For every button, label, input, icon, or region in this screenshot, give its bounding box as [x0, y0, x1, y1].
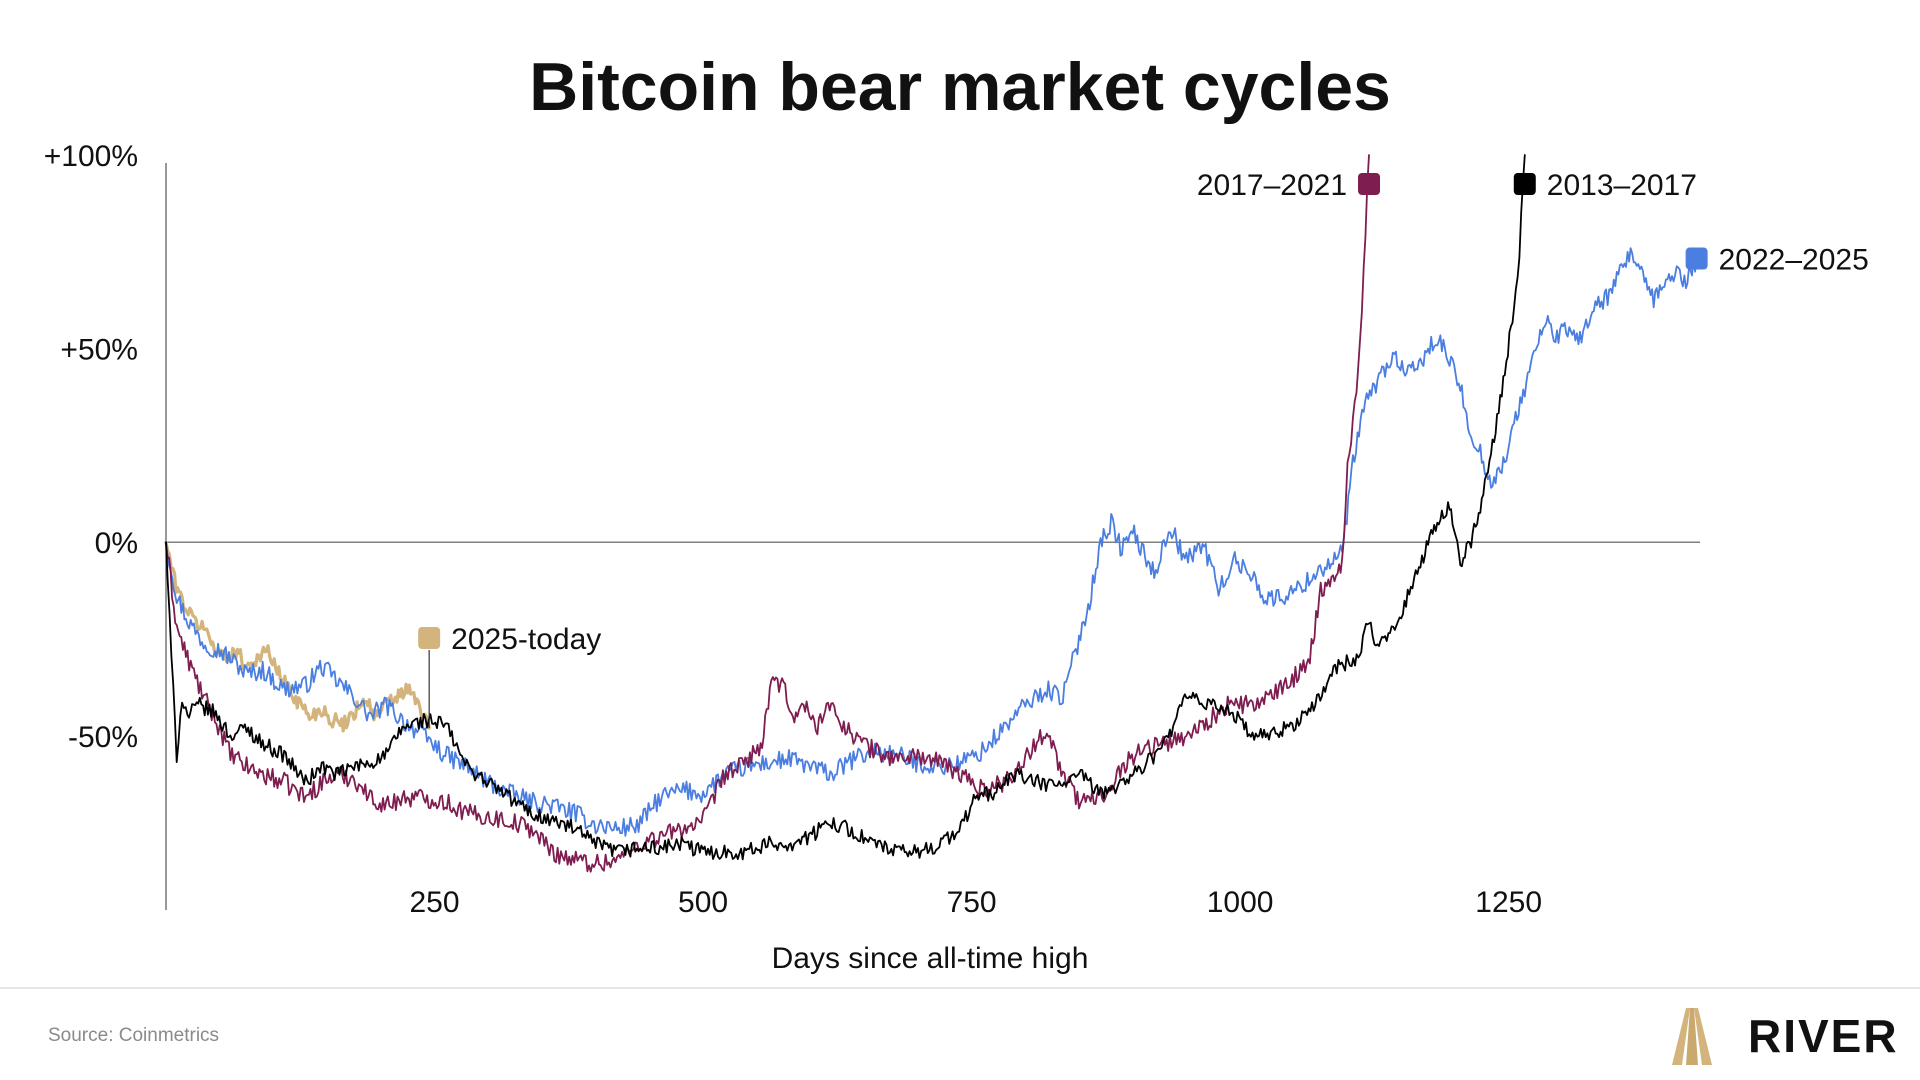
chart-title: Bitcoin bear market cycles	[529, 49, 1391, 125]
x-tick-label: 1250	[1475, 886, 1542, 919]
y-tick-label: +100%	[44, 140, 138, 173]
legend-swatch	[1513, 173, 1536, 195]
legend-entry-2017-2021: 2017–2021	[1197, 169, 1381, 202]
y-tick-label: -50%	[68, 721, 138, 754]
legend-swatch	[1685, 247, 1708, 270]
x-tick-label: 500	[678, 886, 728, 919]
x-tick-labels: 250 500 750 1000 1250	[410, 886, 1543, 919]
legend-label: 2025-today	[451, 623, 601, 656]
y-tick-label: +50%	[60, 334, 138, 367]
legend-swatch	[1358, 173, 1381, 195]
legend-entry-2022-2025: 2022–2025	[1685, 244, 1869, 277]
river-logo-icon	[1672, 1008, 1712, 1065]
source-note: Source: Coinmetrics	[48, 1025, 219, 1046]
legend-label: 2022–2025	[1719, 244, 1869, 277]
legend-label: 2017–2021	[1197, 169, 1347, 202]
x-axis-label: Days since all-time high	[772, 942, 1089, 975]
series-lines	[164, 154, 1698, 873]
legend-entry-2025-today: 2025-today	[418, 623, 601, 729]
series-line-2017-2021	[165, 154, 1370, 873]
series-line-2013-2017	[165, 154, 1526, 861]
y-tick-labels: +100% +50% 0% -50%	[44, 140, 138, 754]
x-tick-label: 1000	[1207, 886, 1274, 919]
legend-label: 2013–2017	[1547, 169, 1697, 202]
x-tick-label: 750	[947, 886, 997, 919]
plot-area: +100% +50% 0% -50% 250 500 750 1000 1250 2022–2…	[44, 140, 1869, 919]
series-end-labels: 2022–2025 2017–2021 2013–2017 2025-today	[418, 169, 1869, 729]
x-tick-label: 250	[410, 886, 460, 919]
legend-swatch	[418, 627, 441, 649]
y-tick-label: 0%	[95, 527, 138, 560]
legend-entry-2013-2017: 2013–2017	[1513, 169, 1697, 202]
brand-logo: RIVER	[1672, 1008, 1899, 1065]
series-line-2025-today	[164, 540, 431, 733]
brand-name: RIVER	[1748, 1010, 1899, 1062]
